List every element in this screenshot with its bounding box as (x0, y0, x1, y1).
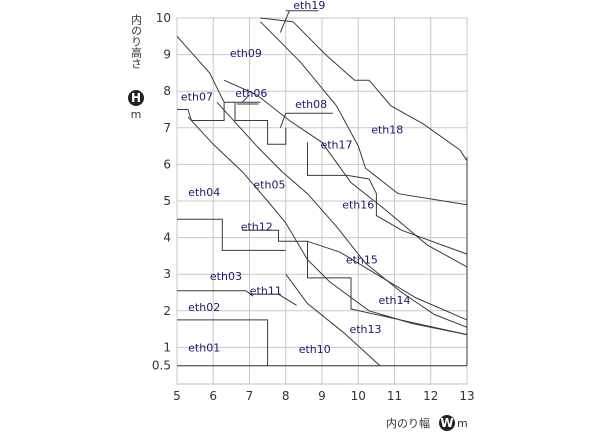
boundary-eth11-tick (249, 293, 297, 306)
y-axis-unit: m (131, 108, 142, 121)
boundary-lines (176, 10, 468, 367)
x-tick-label: 5 (173, 389, 181, 403)
boundary-eth17-eth18 (260, 21, 468, 206)
region-label-eth14: eth14 (378, 294, 410, 307)
boundary-eth19-link (279, 10, 290, 33)
x-axis-badge-circle (439, 415, 455, 431)
boundary-eth16-step (307, 142, 468, 255)
boundary-eth10-curve (285, 273, 381, 367)
region-label-eth11: eth11 (250, 285, 282, 298)
boundary-eth15-curve (307, 240, 468, 321)
x-tick-label: 7 (246, 389, 254, 403)
region-label-eth02: eth02 (188, 301, 220, 314)
region-label-eth07: eth07 (181, 91, 213, 104)
boundary-eth09-eth18 (223, 79, 468, 268)
boundary-eth03-top (177, 218, 286, 251)
region-label-eth01: eth01 (188, 341, 220, 354)
boundary-eth02-top (177, 290, 254, 297)
y-tick-label: 9 (163, 48, 171, 62)
region-label-eth18: eth18 (371, 124, 403, 137)
x-tick-label: 6 (209, 389, 217, 403)
x-axis-unit: m (457, 417, 468, 430)
region-label-eth10: eth10 (299, 343, 331, 356)
x-tick-label: 13 (459, 389, 474, 403)
boundary-eth09-eth08-link (241, 94, 250, 103)
y-tick-label: 7 (163, 121, 171, 135)
x-axis-title: 内のり幅 W m (386, 415, 468, 431)
region-label-eth17: eth17 (320, 138, 352, 151)
y-tick-label: 1 (163, 340, 171, 354)
x-tick-label: 11 (387, 389, 402, 403)
y-tick-label: 8 (163, 84, 171, 98)
y-axis-title-prefix: 内のり高さ (130, 13, 143, 69)
grid (176, 17, 468, 385)
boundary-eth06-upper (234, 102, 287, 145)
boundary-eth01-top (177, 319, 269, 366)
y-tick-label: 2 (163, 304, 171, 318)
x-tick-label: 10 (351, 389, 366, 403)
y-tick-label: 6 (163, 157, 171, 171)
y-tick-label: 10 (156, 11, 171, 25)
x-tick-label: 9 (318, 389, 326, 403)
boundary-eth09-eth17 (176, 35, 225, 103)
x-tick-label: 12 (423, 389, 438, 403)
y-axis-badge-circle (128, 90, 144, 106)
region-label-eth08: eth08 (295, 98, 327, 111)
boundary-eth05-eth16 (216, 101, 468, 328)
boundary-eth08-link (279, 113, 287, 128)
boundary-eth07-eth04 (177, 101, 261, 121)
y-tick-label: 0.5 (152, 359, 171, 373)
region-label-eth15: eth15 (346, 254, 378, 267)
region-label-eth09: eth09 (230, 47, 262, 60)
region-label-eth06: eth06 (235, 87, 267, 100)
x-tick-label: 8 (282, 389, 290, 403)
x-axis-title-prefix: 内のり幅 (386, 416, 430, 430)
y-tick-label: 5 (163, 194, 171, 208)
region-labels: eth01 eth02 eth03 eth04 eth05 eth06 eth07 eth08… (181, 0, 411, 356)
region-label-eth12: eth12 (241, 221, 273, 234)
y-tick-label: 3 (163, 267, 171, 281)
y-axis-title: 内のり高さ H m (128, 13, 144, 121)
region-label-eth13: eth13 (349, 323, 381, 336)
boundary-eth19-outer (260, 17, 468, 322)
region-label-eth03: eth03 (210, 270, 242, 283)
region-label-eth04: eth04 (188, 186, 220, 199)
region-label-eth19: eth19 (293, 0, 325, 12)
y-tick-label: 4 (163, 231, 171, 245)
region-label-eth05: eth05 (253, 179, 285, 192)
region-label-eth16: eth16 (342, 199, 374, 212)
y-axis-badge: H (131, 91, 141, 105)
x-axis-badge: W (440, 416, 453, 430)
boundary-eth12-step (242, 229, 468, 336)
